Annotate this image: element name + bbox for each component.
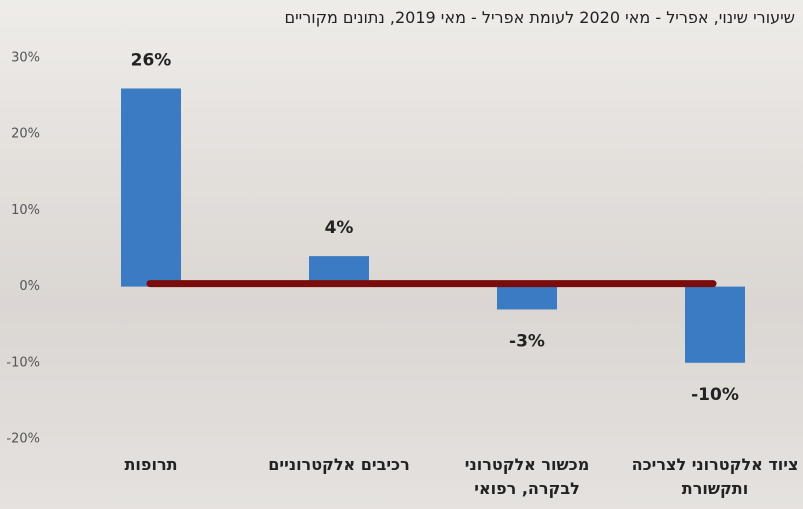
bar: [121, 88, 181, 287]
y-tick-label: 10%: [11, 203, 40, 218]
value-label: 4%: [325, 218, 354, 238]
value-label: -10%: [691, 385, 739, 405]
y-tick-label: -20%: [6, 432, 40, 447]
x-tick-label: תרופות: [124, 455, 178, 474]
y-tick-label: 30%: [11, 51, 40, 66]
chart-title: שיעורי שינוי, אפריל - מאי 2020 לעומת אפר…: [284, 8, 795, 27]
value-label: -3%: [509, 331, 545, 351]
bar: [497, 286, 557, 310]
y-tick-label: -10%: [6, 355, 40, 370]
x-tick-label: ציוד אלקטרוני לצריכה ותקשורת: [631, 455, 799, 498]
y-tick-label: 0%: [19, 279, 40, 294]
bar: [685, 286, 745, 363]
x-tick-label: מכשור אלקטרוני לבקרה, רפואי: [464, 455, 590, 498]
value-label: 26%: [131, 50, 172, 70]
y-tick-label: 20%: [11, 127, 40, 142]
x-tick-label: רכיבים אלקטרוניים: [268, 455, 410, 474]
